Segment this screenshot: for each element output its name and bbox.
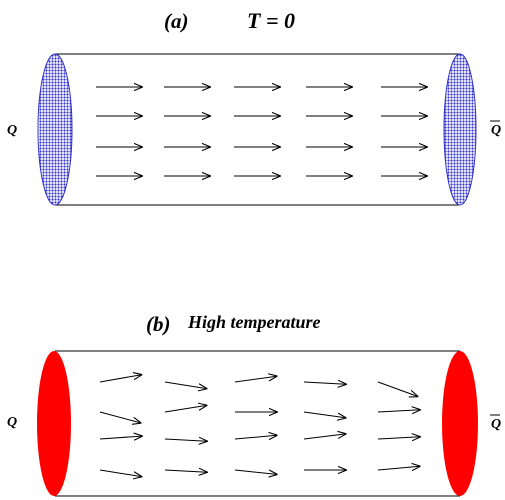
panel-a-title: T = 0 [247,8,295,33]
tube-a-left-cap [38,54,72,205]
field-arrow [235,435,277,439]
field-arrow [378,410,420,412]
panel-a-left-quark: Q [7,123,17,138]
field-arrow [378,382,418,396]
panel-b-right-antiquark: Q [491,417,501,432]
panel-b-label: (b) [146,312,171,336]
field-arrow [165,439,207,441]
field-arrow [100,412,141,423]
field-arrow [165,382,207,389]
field-arrow [100,375,141,382]
tube-a-right-cap [444,54,476,205]
field-arrow [304,412,346,418]
field-arrow [378,466,420,470]
panel-a: (a) T = 0 Q Q [7,8,501,205]
tube-b-field-arrows [100,375,420,477]
tube-b-right-cap [442,351,478,496]
panel-a-right-antiquark: Q [491,123,501,138]
field-arrow [100,436,142,439]
panel-a-label: (a) [164,9,189,33]
panel-b-left-quark: Q [7,415,17,430]
field-arrow [304,382,346,384]
field-arrow [100,470,142,477]
panel-b-title: High temperature [187,312,321,332]
field-arrow [165,470,207,472]
panel-b: (b) High temperature Q Q [7,312,501,496]
field-arrow [378,437,420,439]
tube-b-left-cap [37,351,71,496]
field-arrow [235,470,277,474]
field-arrow [165,405,207,412]
field-arrow [235,376,277,382]
field-arrow [304,434,346,439]
tube-a-field-arrows [96,87,427,176]
